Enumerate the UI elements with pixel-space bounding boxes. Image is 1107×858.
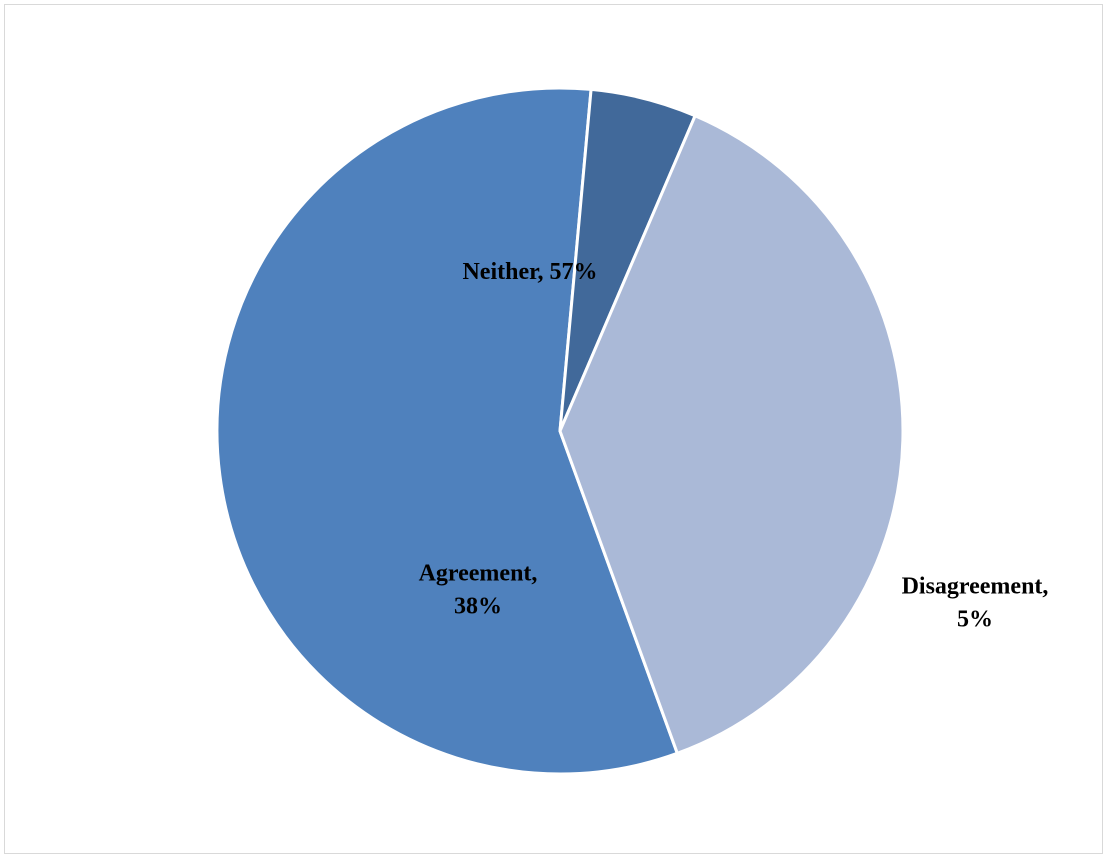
data-label-neither: Neither, 57% xyxy=(462,259,597,285)
data-label-disagreement: Disagreement, 5% xyxy=(902,574,1049,633)
data-label-agreement: Agreement, 38% xyxy=(419,561,538,620)
pie-labels: Neither, 57% Disagreement, 5% Agreement, 38% xyxy=(419,259,1049,633)
data-label-line: 5% xyxy=(957,607,993,633)
pie-slice-agreement xyxy=(558,114,905,755)
pie-slice-neither xyxy=(215,86,679,776)
pie-slices xyxy=(215,86,905,776)
data-label-line: Neither, 57% xyxy=(462,259,597,285)
data-label-line: Agreement, xyxy=(419,561,538,587)
data-label-line: 38% xyxy=(454,594,502,620)
data-label-line: Disagreement, xyxy=(902,574,1049,600)
